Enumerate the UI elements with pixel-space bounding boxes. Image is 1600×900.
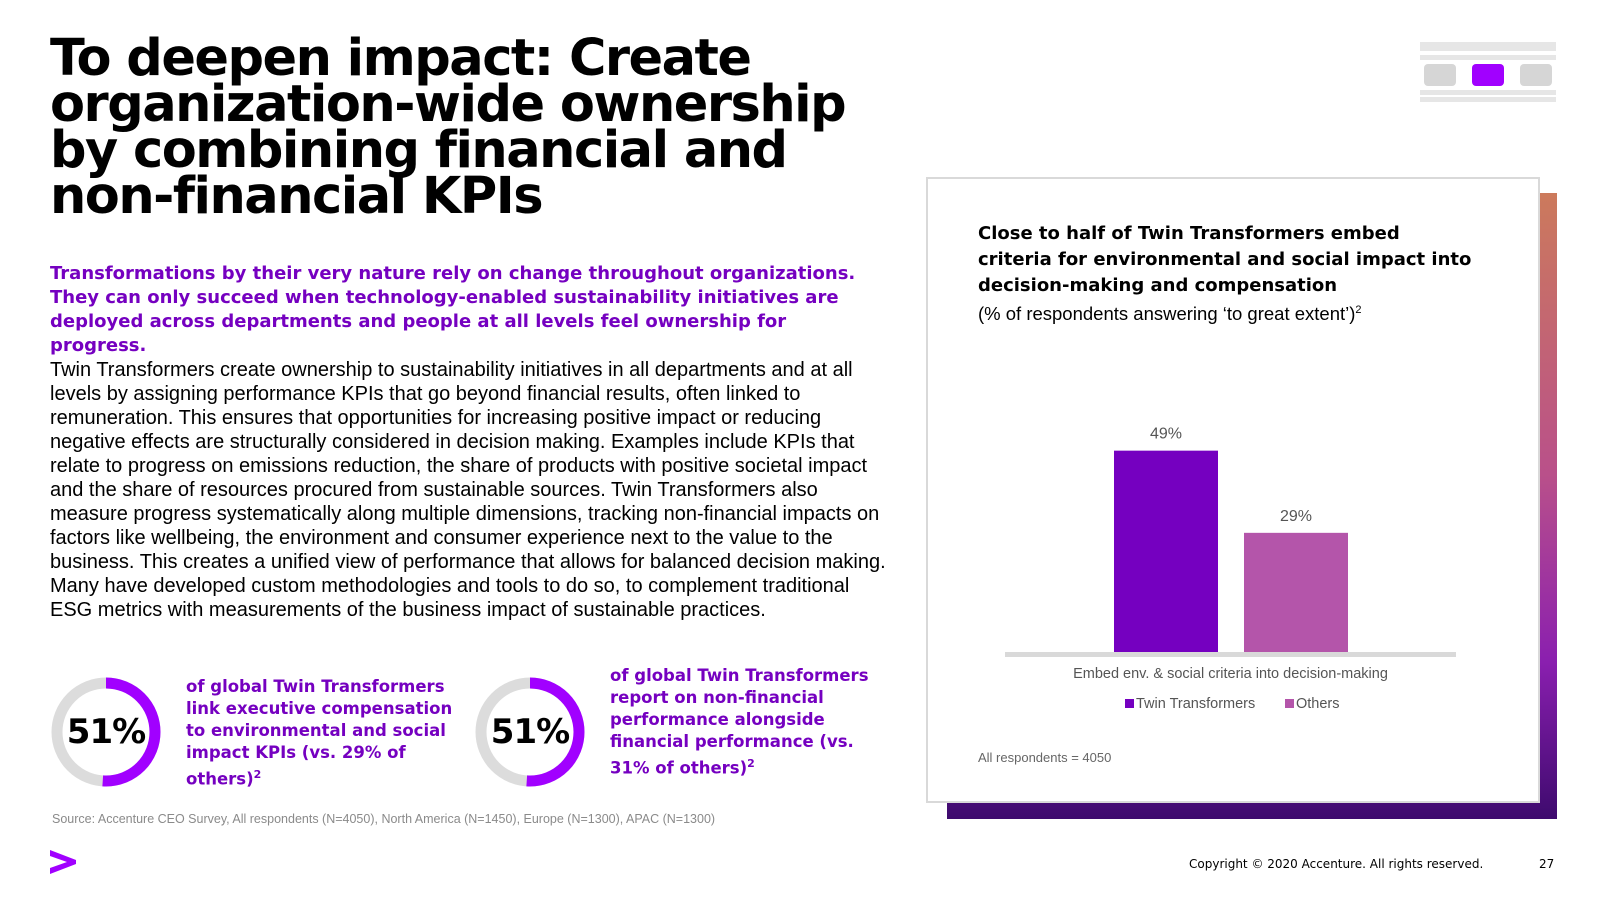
donut-progress: [475, 677, 585, 787]
chart-subtitle: (% of respondents answering ‘to great ex…: [978, 298, 1362, 326]
chart-subtitle-text: (% of respondents answering ‘to great ex…: [978, 303, 1356, 325]
stat-description-text: of global Twin Transformers link executi…: [186, 677, 453, 789]
legend-label: Others: [1296, 696, 1340, 712]
stat-description-text: of global Twin Transformers report on no…: [610, 666, 869, 778]
chart-note: All respondents = 4050: [978, 750, 1112, 765]
bar-twin-transformers: [1114, 450, 1218, 652]
donut-ring-1: [51, 677, 161, 787]
section-navigation-icon: [1420, 42, 1556, 102]
donut-progress: [51, 677, 161, 787]
stat-description: of global Twin Transformers link executi…: [186, 676, 468, 791]
chart-title: Close to half of Twin Transformers embed…: [978, 223, 1472, 296]
legend-swatch: [1125, 699, 1134, 708]
source-note: Source: Accenture CEO Survey, All respon…: [52, 812, 716, 826]
data-label: 49%: [1150, 426, 1182, 443]
lead-paragraph: Transformations by their very nature rel…: [50, 263, 856, 356]
footnote-marker: 2: [1355, 304, 1362, 316]
stat-block-1: 51% of global Twin Transformers link exe…: [50, 676, 480, 791]
stat-value: 51%: [66, 712, 146, 752]
stat-value: 51%: [490, 712, 570, 752]
accenture-chevron-icon: [50, 850, 76, 874]
data-label: 29%: [1280, 508, 1312, 525]
legend-label: Twin Transformers: [1136, 696, 1255, 712]
page-title: To deepen impact: Create organization-wi…: [50, 29, 847, 226]
bar-chart: 49% 29% Embed env. & social criteria into …: [1005, 426, 1456, 712]
stat-description: of global Twin Transformers report on no…: [610, 665, 892, 780]
x-axis-line: [1005, 652, 1456, 657]
chart-card: Close to half of Twin Transformers embed…: [926, 177, 1540, 803]
page-number: 27: [1539, 857, 1555, 871]
donut-ring-2: [475, 677, 585, 787]
footnote-marker: 2: [747, 757, 755, 770]
body-paragraph: Twin Transformers create ownership to su…: [50, 359, 886, 621]
stat-block-2: 51% of global Twin Transformers report o…: [474, 666, 904, 788]
bar-others: [1244, 532, 1348, 652]
legend-swatch: [1285, 699, 1294, 708]
footnote-marker: 2: [253, 768, 262, 781]
copyright-text: Copyright © 2020 Accenture. All rights r…: [1189, 857, 1484, 871]
x-tick-label: Embed env. & social criteria into decisi…: [1073, 666, 1388, 682]
